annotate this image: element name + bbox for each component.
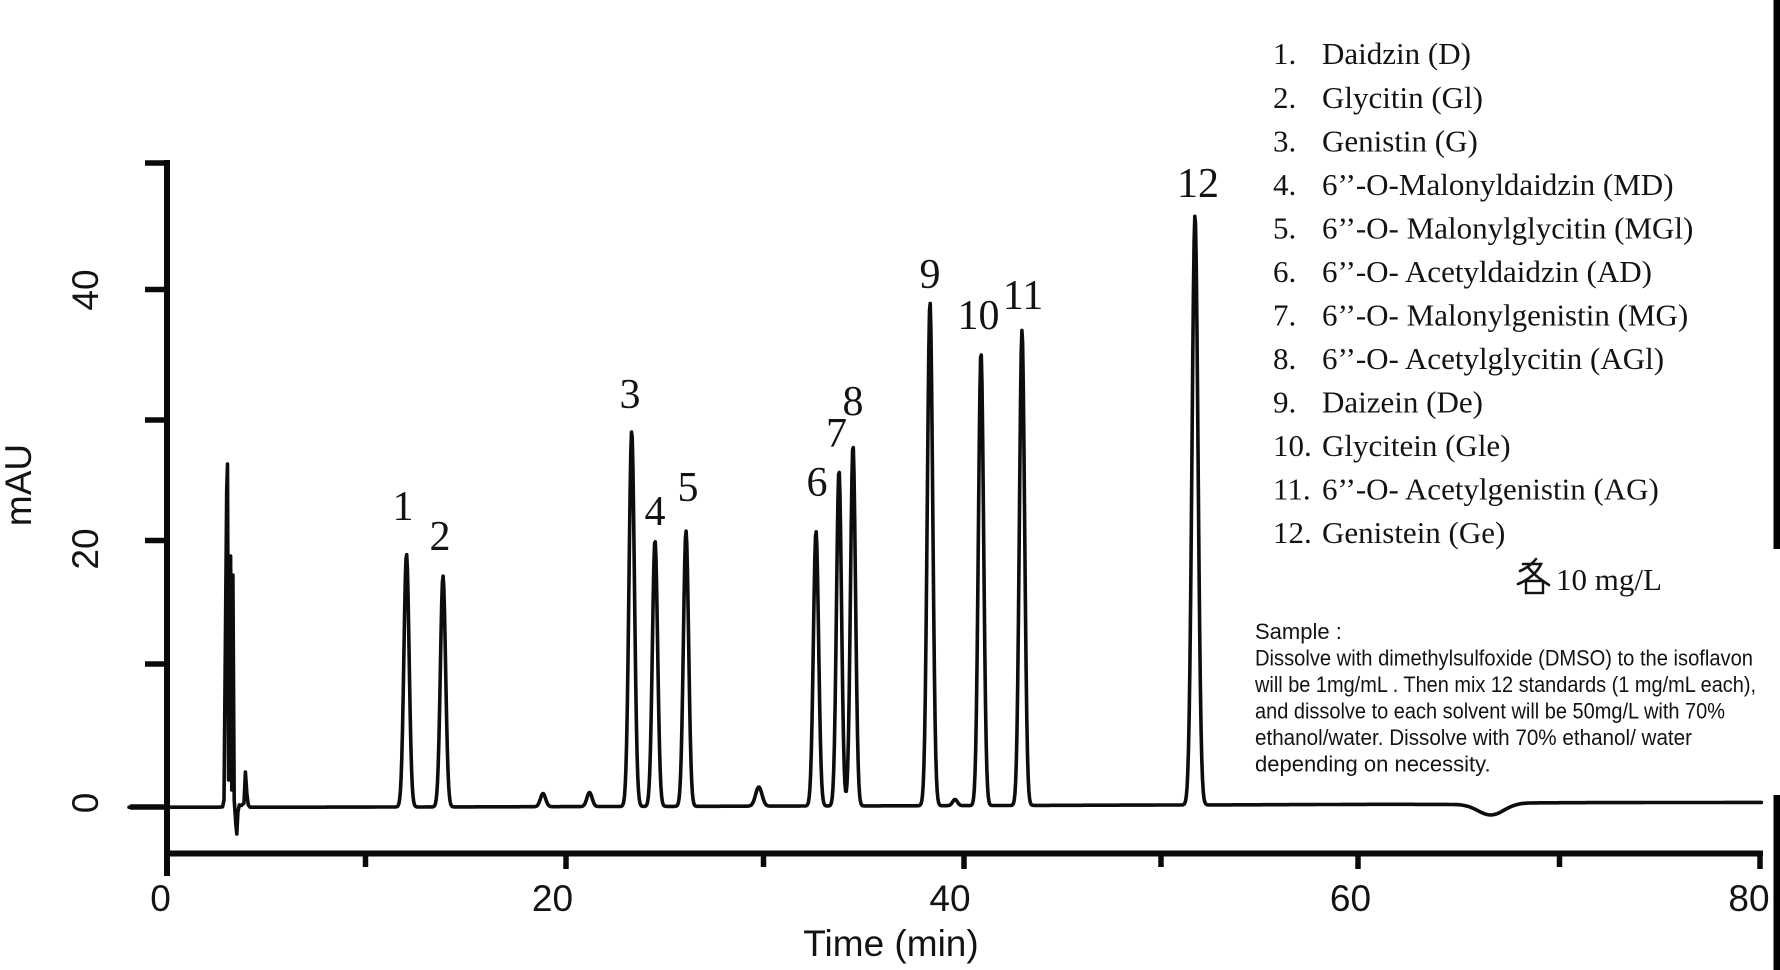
svg-text:ethanol/water. Dissolve with 7: ethanol/water. Dissolve with 70% ethanol…: [1255, 725, 1692, 750]
svg-text:Sample :: Sample :: [1255, 619, 1342, 644]
svg-text:Genistin (G): Genistin (G): [1322, 123, 1478, 158]
svg-text:Glycitin (Gl): Glycitin (Gl): [1322, 80, 1483, 115]
svg-text:5.: 5.: [1273, 210, 1296, 245]
svg-text:11: 11: [1003, 273, 1043, 319]
svg-text:6’’-O- Malonylgenistin (MG): 6’’-O- Malonylgenistin (MG): [1322, 298, 1688, 333]
svg-text:Genistein (Ge): Genistein (Ge): [1322, 515, 1505, 550]
svg-text:and dissolve to each solvent w: and dissolve to each solvent will be 50m…: [1255, 699, 1725, 724]
svg-text:4: 4: [645, 489, 666, 535]
svg-text:depending on necessity.: depending on necessity.: [1255, 752, 1491, 777]
svg-text:40: 40: [65, 269, 106, 310]
svg-text:12.: 12.: [1273, 515, 1312, 550]
svg-text:9.: 9.: [1273, 385, 1296, 420]
svg-text:6.: 6.: [1273, 254, 1296, 289]
svg-text:Time (min): Time (min): [803, 923, 978, 964]
svg-text:80: 80: [1728, 878, 1769, 919]
svg-text:6’’-O- Acetylglycitin (AGl): 6’’-O- Acetylglycitin (AGl): [1322, 341, 1664, 376]
svg-text:6: 6: [807, 460, 828, 506]
svg-text:3: 3: [620, 372, 641, 418]
svg-text:5: 5: [678, 465, 699, 511]
svg-text:8.: 8.: [1273, 341, 1296, 376]
svg-text:Daidzin (D): Daidzin (D): [1322, 36, 1471, 71]
svg-text:4.: 4.: [1273, 167, 1296, 202]
svg-text:60: 60: [1330, 878, 1371, 919]
svg-text:10: 10: [958, 293, 1000, 339]
svg-text:7: 7: [826, 411, 847, 457]
svg-text:2: 2: [430, 514, 451, 560]
svg-text:6’’-O- Acetyldaidzin (AD): 6’’-O- Acetyldaidzin (AD): [1322, 254, 1652, 289]
svg-text:3.: 3.: [1273, 123, 1296, 158]
svg-text:10.: 10.: [1273, 428, 1312, 463]
svg-text:1.: 1.: [1273, 36, 1296, 71]
svg-text:12: 12: [1177, 161, 1219, 207]
svg-text:7.: 7.: [1273, 298, 1296, 333]
svg-text:6’’-O- Malonylglycitin (MGl): 6’’-O- Malonylglycitin (MGl): [1322, 210, 1693, 245]
svg-text:0: 0: [150, 878, 171, 919]
svg-text:Glycitein (Gle): Glycitein (Gle): [1322, 428, 1511, 463]
svg-text:6’’-O-Malonyldaidzin (MD): 6’’-O-Malonyldaidzin (MD): [1322, 167, 1674, 202]
svg-text:1: 1: [393, 484, 414, 530]
svg-text:will be 1mg/mL . Then mix 12 s: will be 1mg/mL . Then mix 12 standards (…: [1254, 672, 1756, 697]
svg-text:mAU: mAU: [0, 444, 39, 526]
svg-text:20: 20: [532, 878, 573, 919]
svg-text:9: 9: [920, 252, 941, 298]
svg-text:6’’-O- Acetylgenistin (AG): 6’’-O- Acetylgenistin (AG): [1322, 472, 1659, 507]
svg-text:0: 0: [65, 793, 106, 814]
svg-text:20: 20: [65, 528, 106, 569]
svg-text:11.: 11.: [1273, 472, 1311, 507]
svg-text:8: 8: [843, 379, 864, 425]
svg-text:40: 40: [929, 878, 970, 919]
svg-text:Dissolve with dimethylsulfoxid: Dissolve with dimethylsulfoxide (DMSO) t…: [1255, 646, 1753, 671]
svg-text:Daizein (De): Daizein (De): [1322, 385, 1483, 420]
svg-text:2.: 2.: [1273, 80, 1296, 115]
svg-text:10 mg/L: 10 mg/L: [1556, 562, 1662, 597]
